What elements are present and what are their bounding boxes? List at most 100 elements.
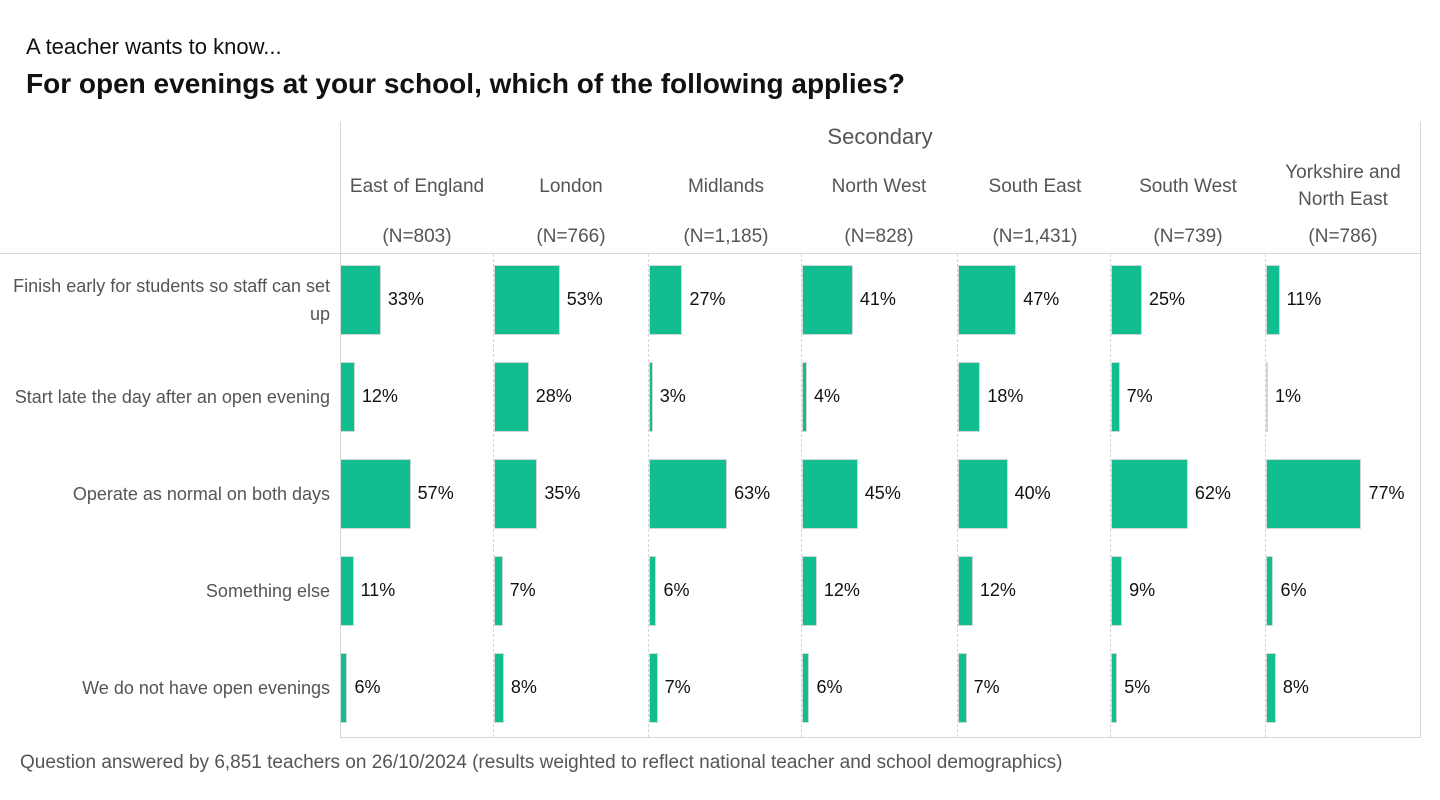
column-divider	[493, 254, 494, 737]
column-n: (N=828)	[844, 226, 914, 247]
column-n: (N=1,431)	[992, 226, 1078, 247]
data-label: 11%	[1286, 289, 1322, 309]
chart-title: For open evenings at your school, which …	[26, 68, 905, 99]
bar	[802, 362, 807, 432]
bar	[958, 265, 1017, 335]
data-label: 77%	[1368, 483, 1405, 503]
data-label: 53%	[566, 289, 603, 309]
bar	[958, 556, 973, 626]
row-label: Something else	[205, 581, 330, 601]
data-label: 11%	[360, 580, 396, 600]
data-label: 33%	[387, 289, 424, 309]
bar	[494, 362, 529, 432]
bar	[494, 459, 538, 529]
column-divider	[648, 254, 649, 737]
bar	[958, 459, 1008, 529]
bottom-border	[340, 737, 1420, 738]
data-label: 6%	[354, 677, 381, 697]
column-divider	[1110, 254, 1111, 737]
data-label: 35%	[544, 483, 581, 503]
bar	[1266, 265, 1280, 335]
data-label: 57%	[417, 483, 454, 503]
column-divider	[801, 254, 802, 737]
group-header: Secondary	[827, 124, 933, 149]
data-label: 8%	[510, 677, 537, 697]
bar	[1111, 265, 1142, 335]
column-header: Midlands	[687, 175, 765, 197]
bar	[802, 459, 858, 529]
footer-note: Question answered by 6,851 teachers on 2…	[20, 752, 1063, 773]
bar	[340, 265, 381, 335]
column-n: (N=1,185)	[683, 226, 769, 247]
data-label: 7%	[509, 580, 536, 600]
data-label: 5%	[1124, 677, 1151, 697]
column-divider	[1265, 254, 1266, 737]
data-label: 6%	[663, 580, 690, 600]
data-label: 6%	[1280, 580, 1307, 600]
data-label: 8%	[1282, 677, 1309, 697]
bar	[1266, 459, 1362, 529]
column-header: Yorkshire and North East	[1285, 162, 1401, 210]
column-header: South East	[988, 175, 1082, 197]
data-label: 12%	[823, 580, 860, 600]
bar	[649, 653, 658, 723]
data-label: 7%	[1126, 386, 1153, 406]
bar	[340, 556, 354, 626]
data-label: 9%	[1129, 580, 1156, 600]
bar	[1111, 653, 1118, 723]
bar	[1266, 653, 1276, 723]
data-label: 28%	[535, 386, 572, 406]
bar	[958, 362, 981, 432]
bar	[1266, 556, 1274, 626]
row-label: Start late the day after an open evening	[14, 387, 330, 407]
bar	[802, 265, 853, 335]
row-label: Finish early for students so staff can s…	[13, 276, 330, 324]
row-label: Operate as normal on both days	[72, 484, 330, 504]
bar	[340, 362, 355, 432]
data-label: 7%	[664, 677, 691, 697]
bar	[494, 653, 504, 723]
subtitle: A teacher wants to know...	[26, 34, 282, 59]
bar	[649, 459, 728, 529]
right-border	[1420, 122, 1421, 738]
column-n: (N=803)	[382, 226, 452, 247]
column-header: North West	[831, 175, 927, 197]
data-label: 7%	[973, 677, 1000, 697]
data-label: 12%	[361, 386, 398, 406]
bar	[958, 653, 967, 723]
bar	[1266, 362, 1268, 432]
bar	[649, 362, 653, 432]
bar	[494, 556, 503, 626]
row-label: We do not have open evenings	[82, 678, 330, 698]
data-label: 1%	[1275, 386, 1302, 406]
data-label: 63%	[734, 483, 771, 503]
bar	[802, 653, 810, 723]
column-header: South West	[1139, 175, 1237, 197]
bar	[340, 653, 348, 723]
bar	[802, 556, 817, 626]
data-label: 12%	[979, 580, 1016, 600]
data-label: 47%	[1023, 289, 1060, 309]
column-n: (N=766)	[536, 226, 606, 247]
bar	[494, 265, 560, 335]
bar	[1111, 556, 1123, 626]
bar	[649, 265, 683, 335]
column-divider	[957, 254, 958, 737]
column-header: East of England	[349, 175, 485, 197]
data-label: 27%	[689, 289, 726, 309]
data-label: 18%	[987, 386, 1024, 406]
bar	[340, 459, 411, 529]
data-label: 41%	[859, 289, 896, 309]
data-label: 45%	[864, 483, 901, 503]
data-label: 4%	[813, 386, 840, 406]
bar	[1111, 459, 1188, 529]
column-n: (N=739)	[1153, 226, 1223, 247]
data-label: 6%	[816, 677, 843, 697]
column-header: London	[539, 175, 603, 197]
bar	[649, 556, 657, 626]
data-label: 3%	[659, 386, 686, 406]
data-label: 62%	[1194, 483, 1231, 503]
column-n: (N=786)	[1308, 226, 1378, 247]
header-divider	[0, 253, 1420, 254]
data-label: 25%	[1149, 289, 1186, 309]
